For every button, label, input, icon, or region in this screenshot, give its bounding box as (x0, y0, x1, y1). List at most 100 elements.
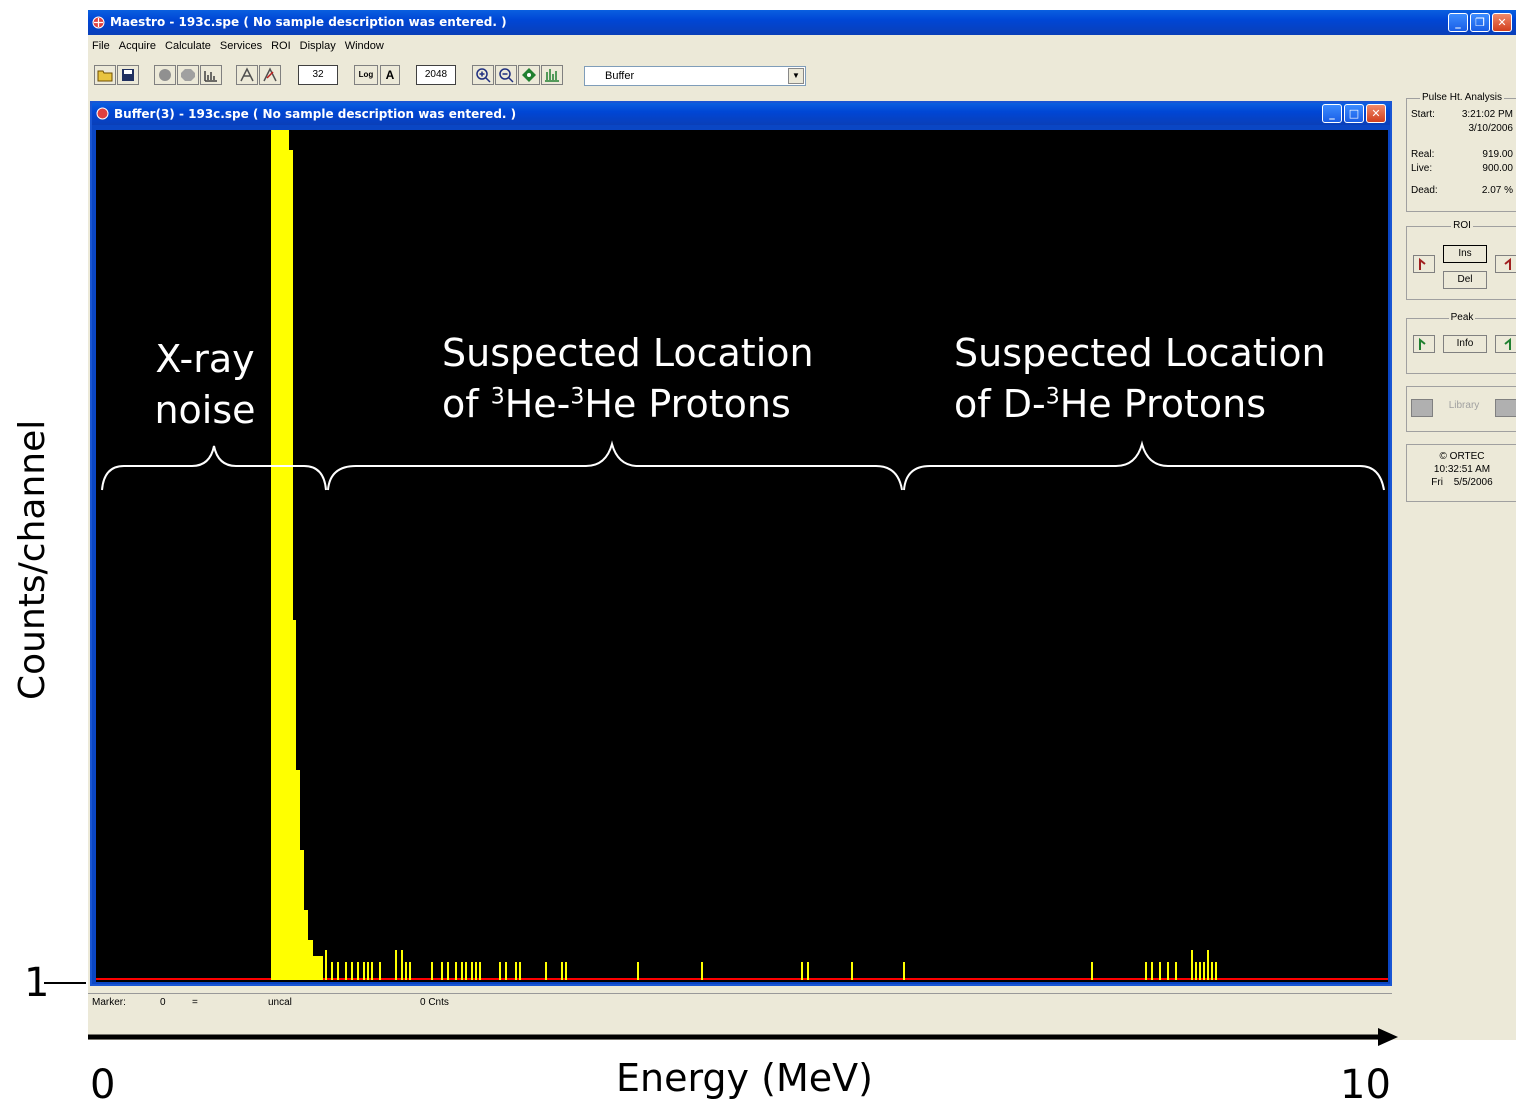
marker-label: Marker: (92, 997, 126, 1008)
he3he3-label-line1: Suspected Location (442, 331, 814, 375)
toolbar: 32 Log A 2048 Buffer ▼ (88, 63, 1516, 87)
roi-delete-button[interactable]: Del (1443, 271, 1487, 289)
full-view-icon[interactable] (541, 65, 563, 85)
start-time: 3:21:02 PM (1461, 109, 1513, 120)
x-max-label: 10 (1340, 1062, 1391, 1108)
side-panel: Pulse Ht. Analysis Start: 3:21:02 PM 3/1… (1398, 92, 1516, 1012)
marker-equals: = (192, 997, 198, 1008)
roi-title: ROI (1451, 220, 1473, 231)
save-disk-icon[interactable] (117, 65, 139, 85)
peak-info-button[interactable]: Info (1443, 335, 1487, 353)
xray-tail-bar (308, 940, 313, 980)
peak-next-icon[interactable] (1495, 335, 1516, 353)
dhe3-sup: 3 (1045, 384, 1060, 410)
spectrum-plot[interactable] (96, 130, 1388, 982)
detector-select[interactable]: Buffer ▼ (584, 66, 806, 86)
pha-group: Pulse Ht. Analysis Start: 3:21:02 PM 3/1… (1406, 92, 1516, 212)
he3he3-mid: He- (504, 382, 571, 427)
log-scale-button[interactable]: Log (354, 65, 378, 85)
y-tick-label: 1 (24, 960, 50, 1006)
buffer-title: Buffer(3) - 193c.spe ( No sample descrip… (114, 107, 517, 121)
roi-group: ROI Ins Del (1406, 220, 1516, 300)
menu-services[interactable]: Services (219, 40, 263, 52)
start-label: Start: (1411, 109, 1435, 120)
clear-spectrum-icon[interactable] (200, 65, 222, 85)
menu-calculate[interactable]: Calculate (165, 40, 211, 52)
center-icon[interactable] (518, 65, 540, 85)
menu-display[interactable]: Display (299, 40, 336, 52)
clock-group: © ORTEC 10:32:51 AM Fri 5/5/2006 (1406, 444, 1516, 502)
menu-window[interactable]: Window (344, 40, 384, 52)
menu-roi[interactable]: ROI (271, 40, 291, 52)
buffer-title-bar[interactable]: Buffer(3) - 193c.spe ( No sample descrip… (92, 103, 1390, 125)
start-acquire-icon[interactable] (154, 65, 176, 85)
menu-file[interactable]: File (92, 40, 110, 52)
roi-unmark-icon[interactable] (259, 65, 281, 85)
marker-counts: 0 Cnts (420, 997, 449, 1008)
he3he3-brace (327, 440, 903, 491)
dhe3-brace (903, 440, 1385, 491)
xray-label-line1: X-ray (155, 337, 255, 381)
spectrum-svg (96, 130, 1388, 980)
xray-tail-bar (313, 956, 323, 980)
restore-icon[interactable]: ❐ (1470, 13, 1490, 32)
live-label: Live: (1411, 163, 1433, 174)
zoom-in-icon[interactable] (472, 65, 494, 85)
real-label: Real: (1411, 149, 1435, 160)
dhe3-label: Suspected Location of D-3He Protons (954, 328, 1326, 431)
horizontal-scale-box[interactable]: 2048 (416, 65, 456, 85)
xray-tail-bar (304, 910, 308, 980)
stop-acquire-icon[interactable] (177, 65, 199, 85)
dhe3-label-line2: of D-3He Protons (954, 379, 1326, 430)
clock-date: 5/5/2006 (1453, 477, 1493, 488)
maestro-window: Maestro - 193c.spe ( No sample descripti… (88, 10, 1516, 1040)
roi-prev-icon[interactable] (1413, 255, 1435, 273)
minimize-icon[interactable]: _ (1322, 104, 1342, 123)
roi-insert-button[interactable]: Ins (1443, 245, 1487, 263)
zoom-out-icon[interactable] (495, 65, 517, 85)
sparse-counts (325, 950, 1217, 980)
marker-value: 0 (160, 997, 166, 1008)
maximize-icon[interactable]: □ (1344, 104, 1364, 123)
energy-axis-arrowhead (1378, 1028, 1398, 1046)
real-value: 919.00 (1482, 149, 1513, 160)
xray-noise-label: X-ray noise (152, 334, 258, 437)
x-min-label: 0 (90, 1062, 116, 1108)
he3he3-label: Suspected Location of 3He-3He Protons (442, 328, 814, 431)
minimize-icon[interactable]: _ (1448, 13, 1468, 32)
xray-tail-bar (296, 770, 300, 980)
menu-acquire[interactable]: Acquire (118, 40, 157, 52)
app-title: Maestro - 193c.spe ( No sample descripti… (110, 15, 507, 29)
auto-scale-button[interactable]: A (380, 65, 400, 85)
roi-next-icon[interactable] (1495, 255, 1516, 273)
library-next-icon[interactable] (1495, 399, 1516, 417)
roi-mark-icon[interactable] (236, 65, 258, 85)
buffer-window: Buffer(3) - 193c.spe ( No sample descrip… (90, 101, 1392, 986)
library-prev-icon[interactable] (1411, 399, 1433, 417)
chevron-down-icon[interactable]: ▼ (788, 68, 804, 84)
he3he3-sup2: 3 (570, 384, 585, 410)
open-folder-icon[interactable] (94, 65, 116, 85)
close-icon[interactable]: ✕ (1492, 13, 1512, 32)
peak-title: Peak (1448, 312, 1476, 323)
dhe3-label-line1: Suspected Location (954, 331, 1326, 375)
dead-value: 2.07 % (1481, 185, 1513, 196)
pha-title: Pulse Ht. Analysis (1419, 92, 1505, 103)
dhe3-of: of D- (954, 382, 1046, 427)
xray-tail-bar (293, 620, 296, 980)
vertical-scale-box[interactable]: 32 (298, 65, 338, 85)
live-value: 900.00 (1482, 163, 1513, 174)
xray-brace (101, 445, 327, 491)
menu-bar: File Acquire Calculate Services ROI Disp… (88, 37, 389, 55)
he3he3-of: of (442, 382, 491, 427)
peak-prev-icon[interactable] (1413, 335, 1435, 353)
clock-day: Fri (1431, 477, 1443, 488)
app-title-bar[interactable]: Maestro - 193c.spe ( No sample descripti… (88, 10, 1516, 35)
close-icon[interactable]: ✕ (1366, 104, 1386, 123)
detector-select-value: Buffer (605, 70, 635, 82)
xray-label-line2: noise (154, 388, 256, 433)
status-bar: Marker: 0 = uncal 0 Cnts (88, 993, 1392, 1014)
peak-group: Peak Info (1406, 312, 1516, 374)
he3he3-sup1: 3 (490, 384, 505, 410)
